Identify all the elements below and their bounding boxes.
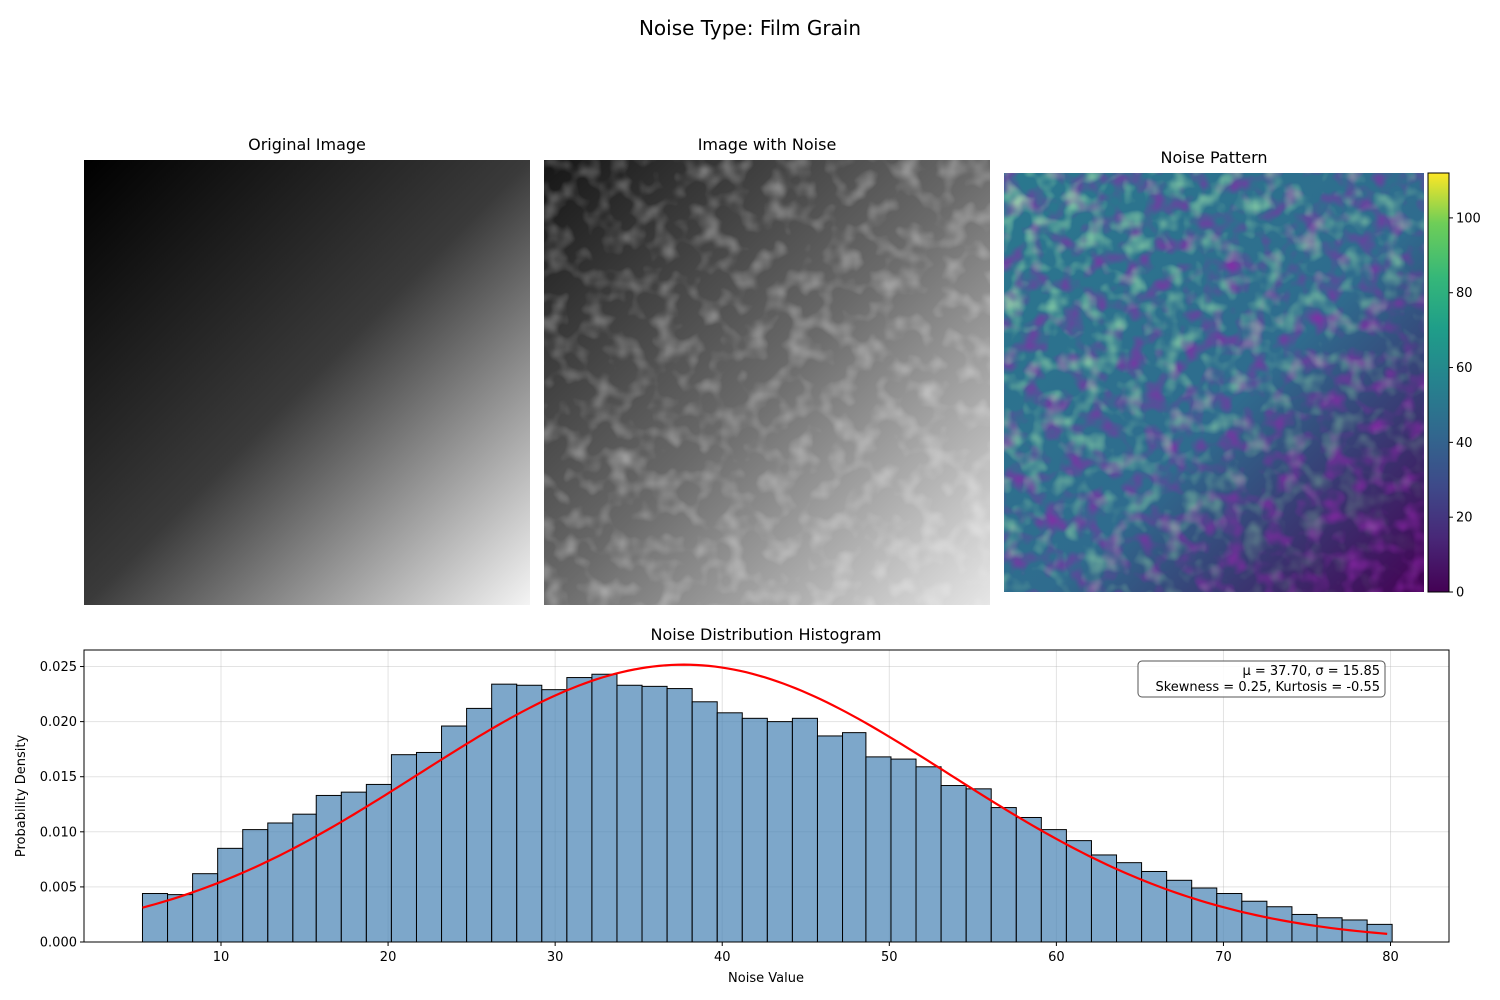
histogram-bar	[741, 717, 768, 943]
original-image-title: Original Image	[248, 135, 366, 154]
histogram-bar	[816, 735, 844, 943]
histogram-bar	[242, 829, 269, 943]
colorbar: 0 20 40 60 80 100	[1420, 165, 1500, 605]
x-tick-label: 80	[1382, 950, 1399, 965]
histogram-bar	[1266, 906, 1293, 943]
histogram-bar	[791, 717, 818, 943]
x-tick-label: 20	[380, 950, 397, 965]
histogram-bar	[890, 758, 917, 943]
histogram-bar	[1065, 840, 1092, 943]
histogram-bar	[390, 754, 417, 943]
colorbar-tick-label: 60	[1456, 361, 1473, 376]
x-tick-label: 10	[213, 950, 230, 965]
stats-skew-kurtosis: Skewness = 0.25, Kurtosis = -0.55	[1155, 680, 1380, 695]
colorbar-tick-label: 0	[1456, 586, 1464, 601]
histogram-bar	[766, 721, 793, 943]
histogram-bar	[691, 701, 718, 943]
histogram-bar	[315, 794, 342, 943]
histogram-bar	[990, 807, 1017, 943]
stats-annotation: μ = 37.70, σ = 15.85 Skewness = 0.25, Ku…	[1137, 660, 1386, 698]
x-axis-label: Noise Value	[728, 971, 804, 986]
stats-mean-sigma: μ = 37.70, σ = 15.85	[1242, 664, 1380, 679]
noisy-image	[544, 160, 990, 605]
histogram-bar	[566, 677, 593, 943]
histogram-bar	[716, 712, 743, 943]
plot-frame	[83, 649, 1450, 943]
histogram-bar	[292, 813, 317, 943]
histogram-bar	[1040, 829, 1067, 943]
colorbar-tick-label: 20	[1456, 511, 1473, 526]
histogram-bar	[1291, 913, 1318, 943]
histogram-bar	[616, 684, 643, 943]
histogram-bar	[591, 673, 618, 943]
histogram-bar	[1241, 900, 1268, 943]
colorbar-tick-label: 40	[1456, 436, 1473, 451]
x-tick-label: 50	[881, 950, 898, 965]
histogram-bar	[167, 894, 194, 943]
noise-pattern-title: Noise Pattern	[1160, 148, 1268, 167]
x-tick-label: 70	[1215, 950, 1232, 965]
histogram-bar	[865, 756, 892, 943]
histogram-bar	[516, 684, 543, 943]
histogram-bar	[965, 788, 992, 943]
histogram-bar	[666, 688, 693, 943]
x-tick-label: 40	[714, 950, 731, 965]
histogram-bar	[1191, 887, 1218, 943]
histogram-bar	[441, 725, 468, 943]
histogram-bar	[340, 791, 367, 943]
histogram-bar	[1166, 879, 1193, 943]
histogram-bar	[1141, 870, 1168, 943]
histogram-bar	[1216, 893, 1243, 943]
y-tick-label: 0.020	[40, 715, 77, 730]
normal-fit-curve	[142, 663, 1388, 935]
histogram-bar	[415, 751, 443, 943]
y-tick-label: 0.015	[40, 770, 77, 785]
histogram-bar	[466, 707, 493, 943]
histogram-bar	[1015, 816, 1042, 943]
histogram-bar	[940, 785, 967, 943]
histogram-bar	[915, 766, 942, 943]
x-tick-label: 60	[1048, 950, 1065, 965]
histogram-bar	[217, 847, 244, 943]
y-tick-label: 0.025	[40, 660, 77, 675]
y-tick-label: 0.005	[40, 880, 77, 895]
noise-pattern-image	[1004, 173, 1424, 592]
histogram-bar	[1116, 862, 1143, 943]
colorbar-tick-label: 80	[1456, 286, 1473, 301]
original-image	[84, 160, 530, 605]
colorbar-tick-label: 100	[1456, 211, 1481, 226]
figure-title: Noise Type: Film Grain	[638, 16, 862, 40]
x-tick-label: 30	[547, 950, 564, 965]
histogram-bar	[365, 783, 392, 943]
y-axis-label: Probability Density	[14, 735, 29, 858]
histogram-bar	[842, 732, 867, 943]
histogram-bar	[541, 689, 568, 943]
noisy-image-title: Image with Noise	[697, 135, 837, 154]
y-tick-label: 0.000	[40, 936, 77, 951]
y-tick-label: 0.010	[40, 825, 77, 840]
histogram-title: Noise Distribution Histogram	[651, 625, 882, 644]
histogram-bar	[267, 822, 294, 943]
histogram-bar	[641, 685, 668, 943]
